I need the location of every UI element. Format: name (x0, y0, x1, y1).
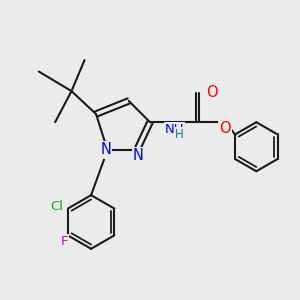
Text: H: H (175, 128, 184, 141)
Text: NH: NH (165, 123, 184, 136)
Text: N: N (100, 142, 111, 158)
Text: N: N (133, 148, 144, 164)
Text: F: F (61, 236, 68, 248)
Text: Cl: Cl (50, 200, 63, 213)
Text: O: O (206, 85, 218, 100)
Text: O: O (219, 121, 231, 136)
